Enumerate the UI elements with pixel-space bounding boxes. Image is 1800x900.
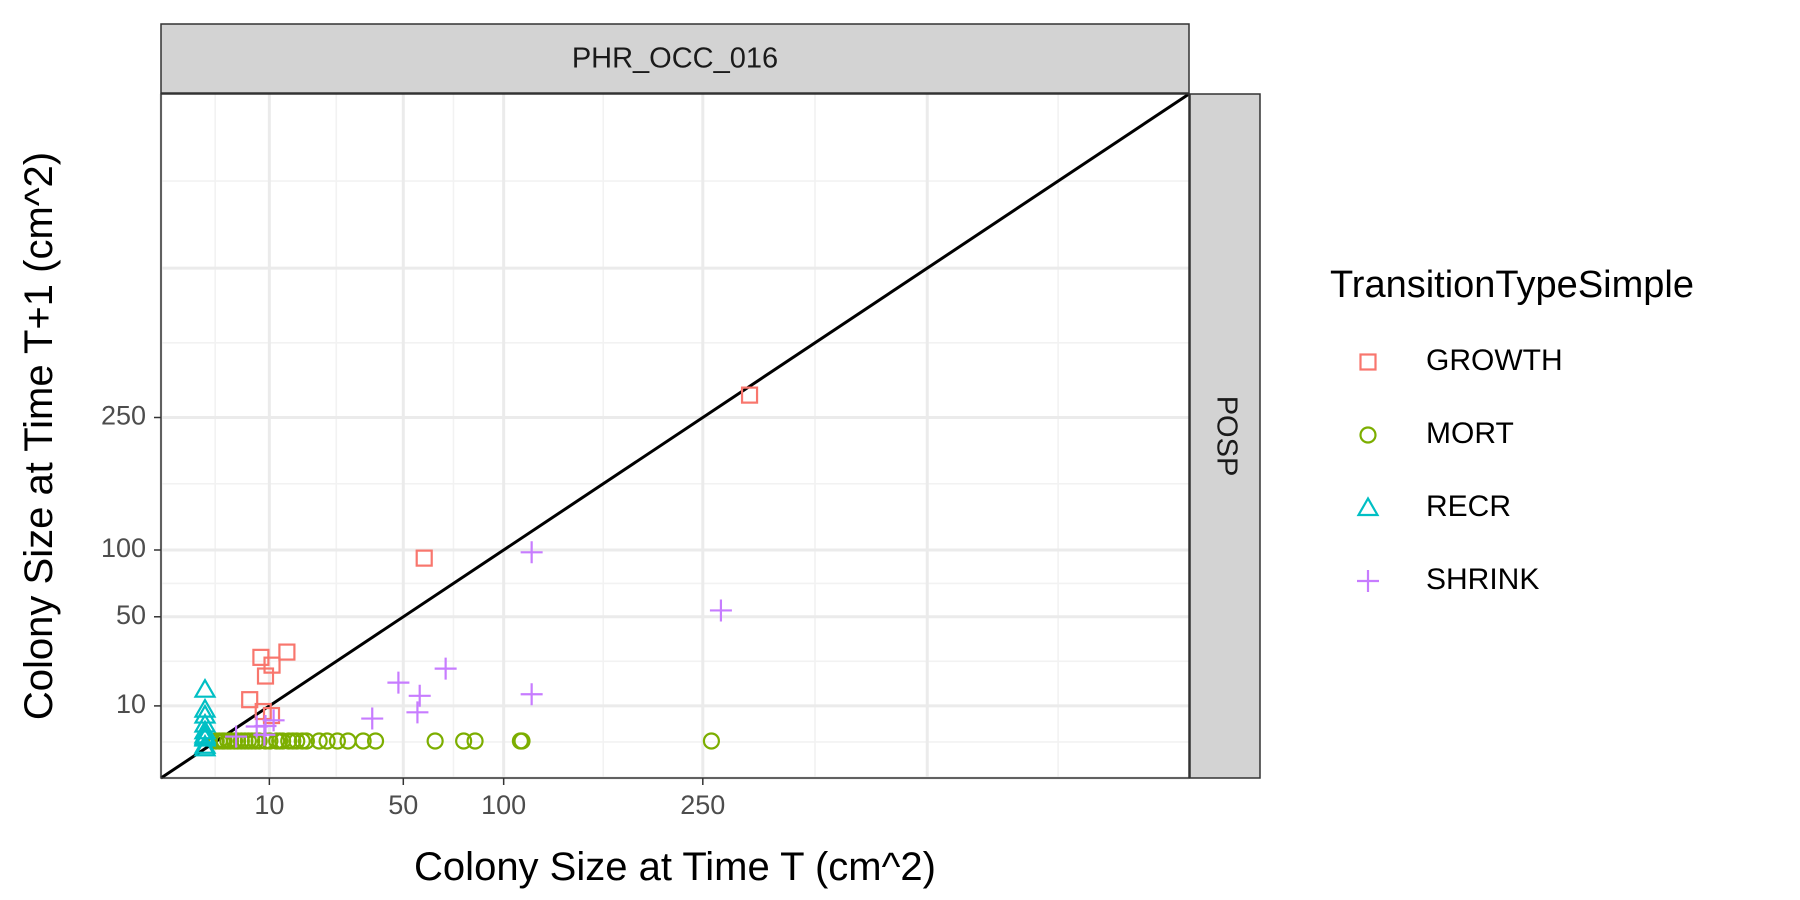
point-growth	[263, 656, 281, 674]
point-shrink	[387, 671, 410, 694]
legend-key-recr	[1356, 496, 1380, 517]
y-tick-label: 100	[101, 533, 146, 563]
y-tick-label: 10	[116, 689, 146, 719]
legend-label-recr: RECR	[1426, 490, 1511, 523]
legend: TransitionTypeSimple GROWTH MORT RECR SHRIN…	[1330, 264, 1694, 596]
data-points	[193, 386, 759, 757]
point-growth	[262, 706, 281, 725]
legend-label-growth: GROWTH	[1426, 344, 1563, 377]
point-mort	[328, 732, 346, 750]
y-tick-label: 50	[116, 600, 146, 630]
identity-line	[160, 92, 1190, 780]
point-mort	[466, 732, 484, 750]
point-mort	[288, 732, 306, 750]
facet-label-top: PHR_OCC_016	[572, 43, 778, 75]
point-recr	[193, 736, 217, 757]
legend-label-mort: MORT	[1426, 417, 1514, 450]
facet-strip-top	[160, 23, 1190, 94]
point-mort	[513, 732, 531, 750]
point-recr	[193, 726, 217, 747]
reference-line	[160, 92, 1190, 780]
point-recr	[193, 677, 217, 698]
x-tick-label: 100	[481, 790, 526, 820]
point-growth	[241, 691, 259, 709]
x-axis-title: Colony Size at Time T (cm^2)	[414, 845, 936, 889]
point-shrink	[709, 599, 732, 622]
y-axis-title: Colony Size at Time T+1 (cm^2)	[17, 152, 61, 720]
legend-key-shrink	[1357, 570, 1379, 592]
point-shrink	[406, 701, 429, 724]
y-tick-label: 250	[101, 401, 146, 431]
point-mort	[297, 732, 315, 750]
point-mort	[426, 732, 444, 750]
point-mort	[366, 732, 385, 750]
point-shrink	[520, 683, 543, 706]
point-growth	[415, 549, 433, 567]
point-recr	[193, 734, 217, 754]
point-mort	[702, 732, 721, 750]
point-recr	[193, 712, 217, 733]
point-mort	[455, 732, 473, 750]
panel-border	[160, 93, 1190, 779]
facet-label-right: POSP	[1210, 396, 1242, 477]
point-mort	[250, 732, 268, 750]
panel-frame	[160, 93, 1190, 779]
point-growth	[740, 386, 759, 404]
point-shrink	[225, 725, 248, 748]
minor-gridlines	[161, 94, 1189, 778]
legend-label-shrink: SHRINK	[1426, 563, 1539, 596]
legend-key-growth	[1359, 353, 1377, 371]
x-tick-label: 10	[254, 790, 284, 820]
point-shrink	[520, 541, 543, 564]
point-shrink	[253, 723, 276, 746]
point-shrink	[434, 657, 457, 680]
facet-strip-right	[1189, 93, 1261, 779]
point-shrink	[361, 707, 384, 730]
point-mort	[318, 732, 336, 750]
point-shrink	[408, 684, 431, 707]
x-tick-label: 50	[388, 790, 418, 820]
point-growth	[278, 643, 296, 661]
axis-ticks: 10 50 100 250 10 50 100 250	[101, 401, 725, 820]
facet-strips: PHR_OCC_016 POSP	[160, 23, 1261, 779]
x-tick-label: 250	[680, 790, 725, 820]
point-mort	[310, 732, 328, 750]
point-mort	[354, 732, 372, 750]
legend-key-mort	[1359, 426, 1377, 444]
legend-title: TransitionTypeSimple	[1330, 264, 1694, 306]
point-mort	[261, 732, 279, 750]
